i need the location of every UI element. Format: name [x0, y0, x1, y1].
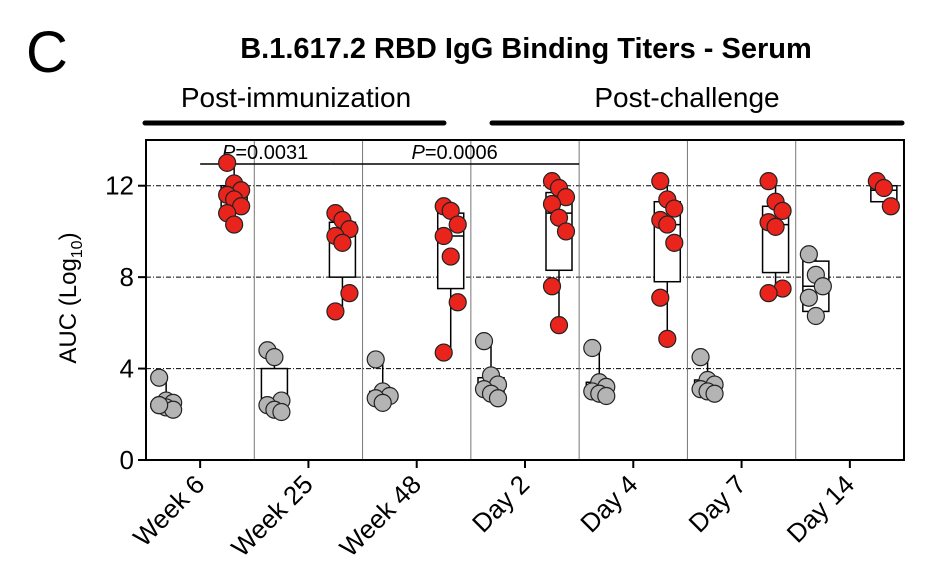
data-points: [150, 153, 900, 422]
comparison-label-value-1: =0.0006: [425, 142, 498, 164]
point-vaccinated-2-5: [448, 293, 467, 312]
point-control-1-1: [265, 348, 284, 367]
x-ticks: Week 6 Week 25 Week 48 Day 2 Day 4 Day 7 Day 1…: [127, 460, 860, 562]
y-axis-label: AUC (Log10): [55, 232, 86, 363]
x-tick-label-2: Week 48: [334, 469, 427, 562]
point-vaccinated-3-7: [549, 316, 569, 335]
x-tick-label-0: Week 6: [127, 469, 210, 552]
point-control-2-0: [366, 350, 385, 369]
point-vaccinated-4-2: [665, 199, 684, 218]
point-vaccinated-2-4: [441, 247, 460, 266]
y-axis-label-main: AUC (Log: [55, 258, 82, 363]
point-vaccinated-6-1: [874, 178, 893, 198]
point-control-0-6: [150, 396, 169, 415]
comparison-label-value-0: =0.0031: [235, 142, 308, 164]
point-vaccinated-4-6: [651, 288, 670, 307]
point-control-4-5: [597, 386, 616, 406]
category-dividers: [253, 140, 797, 460]
point-control-6-2: [813, 277, 832, 296]
point-vaccinated-3-6: [542, 277, 562, 296]
comparisons: P =0.0031 P=0.0006: [200, 142, 580, 165]
gridlines: [146, 185, 904, 370]
point-vaccinated-2-6: [434, 343, 453, 362]
y-axis-label-sub: 10: [69, 240, 86, 258]
point-vaccinated-4-4: [658, 215, 677, 234]
section-label-post-immunization: Post-immunization: [181, 82, 411, 113]
y-tick-label-12: 12: [105, 171, 134, 201]
point-control-2-4: [373, 393, 392, 412]
point-vaccinated-4-0: [651, 172, 670, 191]
point-vaccinated-2-2: [448, 215, 467, 234]
y-ticks: 0 4 8 12: [105, 171, 146, 475]
comparison-label-italic-1: P: [412, 142, 426, 164]
point-vaccinated-4-7: [658, 329, 677, 348]
point-vaccinated-3-5: [556, 222, 576, 241]
x-tick-label-4: Day 4: [574, 469, 643, 538]
point-vaccinated-5-6: [759, 284, 778, 303]
point-control-0-0: [150, 368, 169, 387]
point-vaccinated-5-0: [759, 172, 778, 191]
point-control-4-0: [583, 338, 602, 358]
point-vaccinated-1-4: [333, 233, 352, 252]
panel-label: C: [26, 20, 68, 85]
y-tick-label-8: 8: [120, 262, 134, 292]
x-tick-label-6: Day 14: [781, 469, 860, 548]
point-vaccinated-0-7: [225, 215, 244, 234]
point-vaccinated-6-2: [881, 197, 900, 216]
point-control-1-5: [272, 402, 291, 422]
point-control-6-0: [799, 245, 818, 264]
y-tick-label-4: 4: [120, 354, 134, 384]
y-axis-label-close: ): [55, 232, 82, 240]
point-control-6-3: [799, 288, 818, 307]
point-control-3-0: [474, 332, 494, 351]
point-vaccinated-1-6: [326, 302, 345, 321]
section-label-post-challenge: Post-challenge: [594, 82, 779, 113]
point-control-6-4: [806, 306, 825, 326]
point-vaccinated-5-2: [773, 201, 792, 220]
chart-title: B.1.617.2 RBD IgG Binding Titers - Serum: [240, 33, 812, 65]
point-control-5-0: [691, 348, 710, 367]
point-control-3-5: [488, 389, 508, 408]
point-vaccinated-4-5: [665, 233, 684, 252]
plot-frame: [145, 139, 905, 461]
axes: [145, 139, 905, 461]
point-vaccinated-0-0: [218, 153, 237, 172]
point-vaccinated-5-4: [766, 217, 785, 236]
y-tick-label-0: 0: [120, 445, 134, 475]
comparison-label-1: P=0.0006: [412, 142, 498, 164]
point-vaccinated-1-5: [340, 284, 359, 303]
point-control-5-5: [705, 384, 724, 403]
point-vaccinated-2-3: [434, 226, 453, 246]
x-tick-label-5: Day 7: [683, 469, 752, 538]
x-tick-label-1: Week 25: [225, 469, 318, 562]
x-tick-label-3: Day 2: [466, 469, 535, 538]
